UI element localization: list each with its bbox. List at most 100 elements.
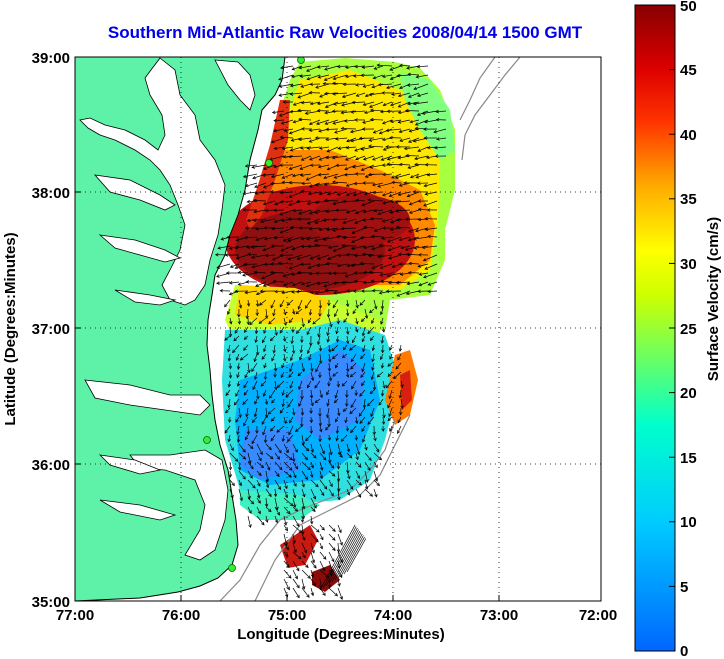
velocity-vector-head bbox=[395, 365, 400, 370]
velocity-vector-head bbox=[350, 138, 354, 143]
velocity-vector bbox=[245, 182, 258, 187]
velocity-vector bbox=[337, 578, 340, 587]
velocity-vector-head bbox=[362, 84, 367, 88]
velocity-vector bbox=[270, 425, 276, 432]
velocity-vector bbox=[351, 110, 366, 113]
velocity-vector-head bbox=[271, 110, 276, 115]
plot-area bbox=[75, 57, 601, 601]
velocity-vector bbox=[337, 533, 343, 546]
velocity-vector-head bbox=[347, 475, 351, 480]
velocity-vector bbox=[328, 371, 332, 381]
velocity-vector-head bbox=[370, 279, 375, 283]
velocity-vector bbox=[377, 64, 393, 67]
velocity-vector bbox=[363, 209, 375, 213]
velocity-vector-head bbox=[314, 291, 319, 295]
velocity-vector bbox=[332, 353, 339, 359]
velocity-vector bbox=[310, 551, 315, 563]
velocity-vector-head bbox=[246, 218, 251, 223]
velocity-vector bbox=[301, 569, 311, 579]
velocity-vector-head bbox=[289, 83, 294, 88]
velocity-vector bbox=[274, 362, 277, 372]
velocity-vector-head bbox=[332, 547, 336, 552]
velocity-vector-head bbox=[336, 234, 341, 239]
velocity-vector-head bbox=[227, 357, 232, 362]
velocity-vector-head bbox=[424, 217, 428, 221]
velocity-vector bbox=[362, 65, 375, 68]
velocity-vector bbox=[299, 65, 312, 69]
velocity-vector bbox=[307, 344, 312, 354]
velocity-vector bbox=[386, 128, 402, 132]
velocity-vector-head bbox=[263, 262, 268, 267]
velocity-vector-head bbox=[398, 237, 403, 242]
y-tick-label: 35:00 bbox=[32, 594, 70, 611]
velocity-vector-head bbox=[242, 449, 246, 453]
velocity-vector bbox=[368, 173, 384, 175]
velocity-vector-head bbox=[228, 333, 233, 338]
velocity-vector bbox=[374, 65, 384, 70]
velocity-vector-head bbox=[373, 66, 378, 70]
velocity-vector bbox=[367, 326, 375, 334]
velocity-vector-head bbox=[317, 75, 322, 79]
velocity-vector-head bbox=[308, 90, 313, 95]
velocity-vector-head bbox=[354, 210, 359, 215]
velocity-vector bbox=[389, 389, 393, 399]
velocity-vector-head bbox=[309, 419, 314, 424]
velocity-vector-head bbox=[372, 157, 376, 161]
velocity-vector-head bbox=[253, 358, 257, 363]
velocity-vector-head bbox=[308, 312, 313, 316]
velocity-vector-head bbox=[291, 282, 296, 287]
velocity-vector bbox=[234, 398, 240, 406]
velocity-vector bbox=[292, 551, 302, 560]
velocity-vector bbox=[328, 569, 333, 576]
velocity-vector bbox=[328, 245, 339, 249]
velocity-vector-head bbox=[339, 574, 343, 579]
velocity-vector-head bbox=[284, 542, 288, 547]
velocity-vector bbox=[381, 362, 384, 369]
velocity-vector-head bbox=[319, 545, 324, 550]
velocity-vector bbox=[400, 398, 403, 409]
velocity-vector-head bbox=[250, 500, 255, 505]
velocity-vector bbox=[413, 236, 429, 240]
velocity-vector-head bbox=[406, 193, 411, 198]
velocity-vector-head bbox=[330, 492, 334, 497]
velocity-vector-head bbox=[391, 92, 395, 96]
velocity-vector-head bbox=[373, 228, 378, 232]
velocity-vector bbox=[309, 182, 321, 188]
velocity-vector-head bbox=[385, 128, 390, 133]
velocity-vector-head bbox=[346, 492, 351, 496]
velocity-vector bbox=[287, 398, 294, 408]
velocity-vector bbox=[269, 389, 276, 399]
velocity-vector-head bbox=[327, 256, 331, 260]
velocity-vector-head bbox=[361, 428, 365, 433]
velocity-vector-head bbox=[249, 445, 254, 449]
velocity-vector-head bbox=[234, 289, 238, 294]
velocity-vector-head bbox=[371, 265, 376, 270]
colorbar-tick-label: 50 bbox=[680, 0, 697, 15]
velocity-vector-head bbox=[282, 238, 287, 242]
velocity-vector bbox=[388, 254, 402, 259]
velocity-vector bbox=[381, 236, 393, 239]
velocity-vector-head bbox=[323, 77, 328, 81]
velocity-vector bbox=[237, 425, 240, 435]
y-axis: 39:00 38:00 37:00 36:00 35:00 Latitude (… bbox=[2, 50, 81, 611]
velocity-vector bbox=[354, 280, 366, 283]
velocity-vector bbox=[360, 236, 375, 239]
velocity-vector-head bbox=[362, 280, 367, 285]
velocity-vector bbox=[258, 317, 267, 324]
velocity-vector bbox=[328, 317, 332, 327]
velocity-vector bbox=[341, 434, 348, 442]
velocity-vector bbox=[288, 371, 294, 378]
velocity-vector-head bbox=[351, 230, 356, 235]
velocity-vector bbox=[382, 173, 393, 176]
velocity-vector bbox=[346, 326, 349, 335]
velocity-vector bbox=[293, 101, 303, 106]
velocity-vector-head bbox=[300, 189, 305, 194]
velocity-vector-head bbox=[332, 248, 337, 252]
velocity-vector-head bbox=[243, 262, 247, 267]
velocity-vector bbox=[337, 560, 340, 569]
velocity-vector-head bbox=[403, 181, 407, 185]
velocity-vector bbox=[406, 290, 420, 295]
velocity-vector-head bbox=[252, 485, 256, 489]
velocity-vector-head bbox=[376, 63, 381, 67]
velocity-vector bbox=[347, 263, 357, 267]
